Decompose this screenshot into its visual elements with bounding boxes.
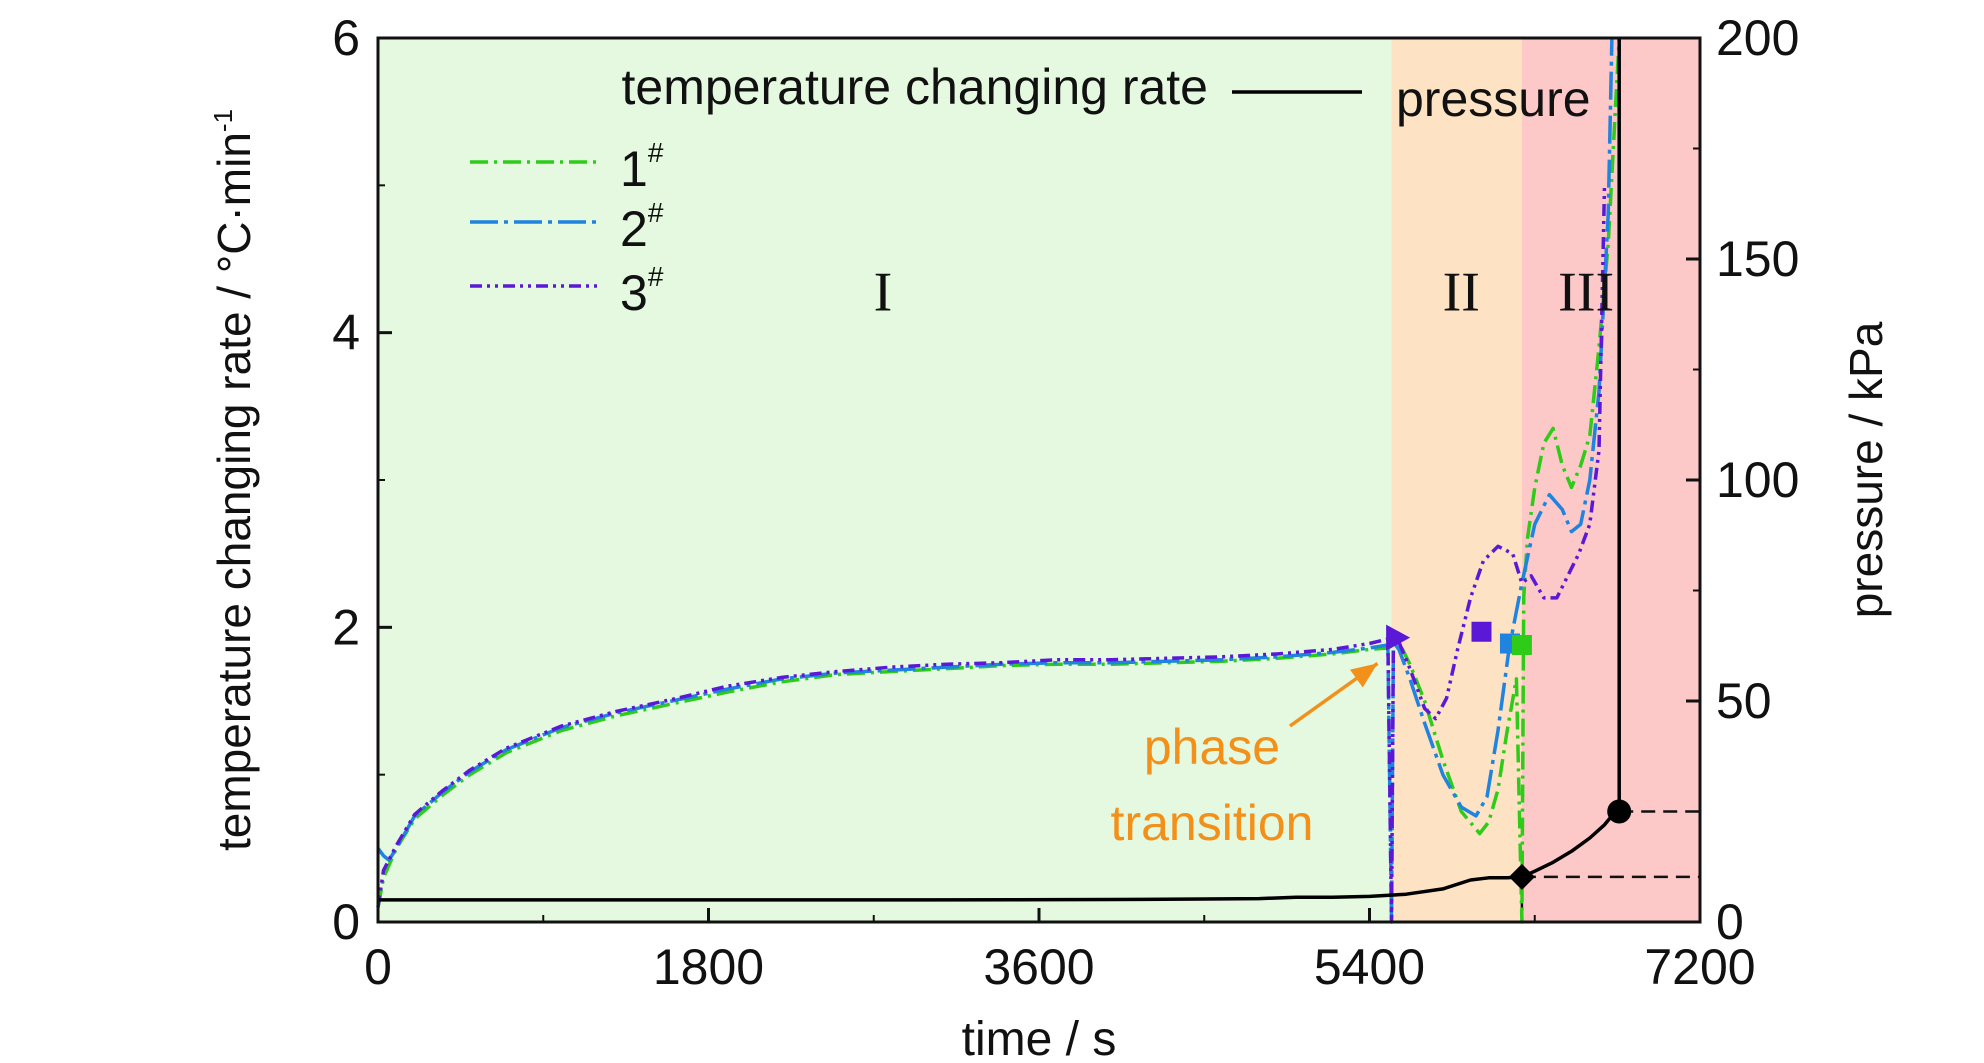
region-2	[1391, 38, 1522, 922]
annotation-arrow-head	[1349, 663, 1378, 688]
y2-tick-label: 100	[1716, 452, 1799, 508]
y-tick-label: 0	[332, 894, 360, 950]
marker-square	[1471, 621, 1492, 642]
region-label-1: I	[874, 262, 893, 324]
y2-tick-label: 150	[1716, 231, 1799, 287]
y2-tick-label: 200	[1716, 10, 1799, 66]
y-tick-label: 6	[332, 10, 360, 66]
y2-tick-label: 0	[1716, 894, 1744, 950]
y-axis-label: temperature changing rate / °C·min-1	[208, 109, 260, 851]
phase-regions	[378, 38, 1700, 922]
x-tick-label: 5400	[1314, 939, 1425, 995]
annotation-line-2: transition	[1111, 795, 1314, 851]
legend-title: temperature changing rate	[622, 59, 1208, 115]
marker-circle	[1607, 799, 1632, 824]
region-label-3: III	[1558, 262, 1614, 324]
series-line-pressure	[378, 38, 1621, 902]
legend-label-sup: #	[648, 137, 664, 168]
region-labels: I II III	[874, 262, 1615, 324]
series-line-2	[376, 37, 1614, 924]
x-tick-label: 7200	[1644, 939, 1755, 995]
y-axis-label-text: temperature changing rate / °C·min	[208, 132, 260, 851]
x-tick-label: 3600	[983, 939, 1094, 995]
y-axis-label-sup: -1	[208, 109, 238, 132]
series-line-3	[376, 185, 1607, 924]
annotation-line-1: phase	[1144, 719, 1280, 775]
region-label-2: II	[1443, 262, 1480, 324]
y-tick-label: 4	[332, 305, 360, 361]
data-markers	[1386, 621, 1632, 890]
x-tick-label: 0	[364, 939, 392, 995]
legend-label-3: 3#	[620, 261, 664, 321]
region-1	[378, 38, 1392, 922]
marker-diamond	[1508, 863, 1535, 890]
x-tick-label: 1800	[653, 939, 764, 995]
legend-label-pressure: pressure	[1396, 71, 1591, 127]
plot-frame	[376, 36, 1702, 924]
legend-label-2: 2#	[620, 197, 664, 257]
marker-square	[1511, 635, 1532, 656]
y2-tick-label: 50	[1716, 673, 1772, 729]
marker-triangle	[1386, 624, 1411, 651]
phase-transition-annotation: phase transition	[1111, 662, 1379, 851]
y2-axis-label: pressure / kPa	[1840, 321, 1892, 618]
region-3	[1521, 38, 1700, 922]
legend-label-sup: #	[648, 197, 664, 228]
x-axis-label: time / s	[962, 1013, 1117, 1063]
y-tick-label: 2	[332, 599, 360, 655]
legend-label-sup: #	[648, 261, 664, 292]
